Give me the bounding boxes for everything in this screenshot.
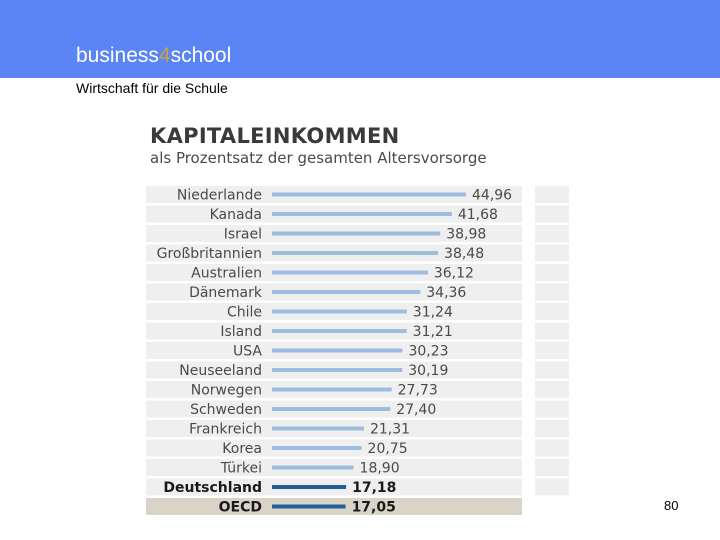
chart-title: KAPITALEINKOMMEN (150, 124, 400, 148)
category-label: Chile (227, 305, 262, 321)
value-label: 31,24 (413, 305, 453, 321)
row-band-extension (535, 264, 569, 281)
brand-digit: 4 (158, 44, 171, 67)
bar (272, 348, 403, 353)
value-label: 41,68 (458, 207, 498, 223)
value-label: 31,21 (413, 324, 453, 340)
row-band-extension (535, 342, 569, 359)
value-label: 17,18 (352, 480, 396, 496)
row-band-extension (535, 439, 569, 457)
category-label: Australien (191, 266, 262, 282)
bar (272, 309, 407, 314)
row-band-extension (535, 322, 569, 340)
bar (272, 387, 392, 392)
bar (272, 290, 421, 294)
brand-logo: business4school (76, 44, 231, 68)
category-label: Korea (222, 441, 262, 457)
category-label: Dänemark (189, 285, 263, 301)
category-label: USA (233, 344, 262, 360)
category-label: Großbritannien (157, 246, 262, 262)
chart-subtitle: als Prozentsatz der gesamten Altersvorso… (150, 149, 487, 167)
brand-prefix: business (76, 44, 159, 67)
row-band-extension (535, 186, 569, 203)
value-label: 30,19 (408, 363, 448, 379)
value-label: 38,48 (444, 246, 484, 262)
bar (272, 368, 403, 372)
value-label: 20,75 (368, 441, 408, 457)
category-label: Norwegen (191, 383, 262, 399)
row-band-extension (535, 303, 569, 320)
value-label: 36,12 (434, 266, 474, 282)
row-band-extension (535, 478, 569, 496)
row-band-extension (535, 225, 569, 242)
bar (272, 407, 391, 411)
bar (272, 212, 452, 216)
bar (272, 231, 441, 236)
row-band-extension (535, 361, 569, 379)
header-bar (0, 0, 720, 78)
category-label: Niederlande (177, 188, 262, 204)
value-label: 21,31 (370, 422, 410, 438)
row-band-extension (535, 283, 569, 301)
value-label: 27,40 (396, 402, 436, 418)
value-label: 34,36 (426, 285, 466, 301)
row-band-extension (535, 205, 569, 223)
bar (272, 446, 362, 450)
bar (272, 251, 439, 255)
row-band-extension (535, 420, 569, 437)
value-label: 18,90 (360, 461, 400, 477)
category-label: Deutschland (163, 480, 262, 496)
row-band-extension (535, 459, 569, 476)
bar (272, 270, 428, 275)
category-label: Kanada (210, 207, 262, 223)
value-label: 44,96 (472, 188, 512, 204)
brand-suffix: school (170, 44, 232, 67)
category-label: Neuseeland (179, 363, 262, 379)
category-label: Schweden (190, 402, 262, 418)
category-label: Island (220, 324, 262, 340)
bar (272, 485, 347, 489)
value-label: 17,05 (352, 500, 396, 516)
header-subtitle: Wirtschaft für die Schule (76, 80, 228, 96)
value-label: 30,23 (408, 344, 448, 360)
category-label: Türkei (220, 461, 262, 477)
value-label: 27,73 (398, 383, 438, 399)
row-band-extension (535, 244, 569, 262)
bar (272, 465, 354, 470)
category-label: Frankreich (189, 422, 262, 438)
row-band-extension (535, 381, 569, 398)
category-label: OECD (219, 500, 262, 516)
category-label: Israel (224, 227, 262, 243)
page-number: 80 (664, 498, 679, 513)
bar (272, 329, 407, 333)
bar (272, 504, 346, 509)
bar (272, 426, 364, 431)
value-label: 38,98 (446, 227, 486, 243)
bar (272, 192, 466, 197)
row-band-extension (535, 400, 569, 418)
